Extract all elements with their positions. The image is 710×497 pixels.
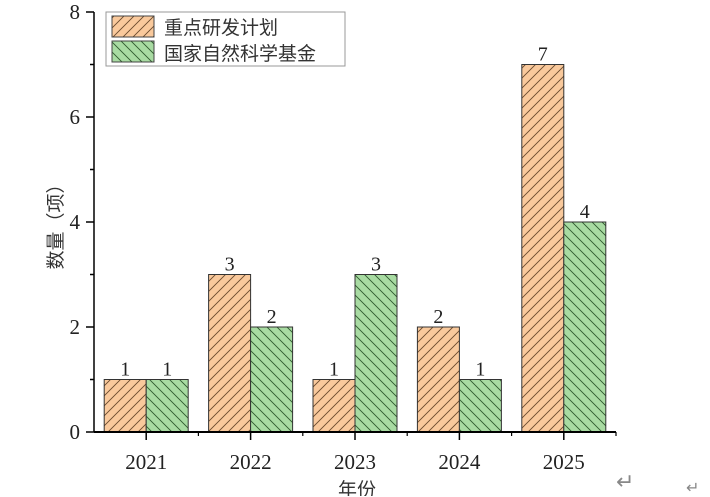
legend-label-key-rd: 重点研发计划 [164,17,278,39]
legend-swatch-nsfc [111,40,155,63]
y-tick-label: 2 [70,315,81,339]
x-tick-label: 2022 [230,450,272,474]
y-tick-label: 8 [70,0,81,24]
bar-2024-nsfc [458,379,502,433]
data-label: 2 [267,306,277,328]
data-label: 4 [580,201,590,223]
y-axis-label: 数量（项） [45,174,67,269]
paragraph-mark: ↵ [686,478,700,497]
x-tick-label: 2023 [334,450,376,474]
data-label: 1 [329,359,339,381]
bar-2021-nsfc [145,379,189,433]
legend-label-nsfc: 国家自然科学基金 [164,43,316,65]
bar-2024-key-rd [416,326,460,433]
x-axis-label: 年份 [338,479,376,496]
bar-2023-key-rd [312,379,356,433]
y-tick-label: 0 [70,420,81,444]
paragraph-mark: ↵ [616,470,635,495]
x-tick-label: 2021 [125,450,167,474]
data-label: 3 [225,254,235,276]
y-tick-label: 4 [70,210,81,234]
data-label: 7 [538,44,548,66]
y-tick-label: 6 [70,105,81,129]
bar-2022-nsfc [250,326,294,433]
data-label: 1 [162,359,172,381]
bar-2022-key-rd [208,274,252,433]
bar-2023-nsfc [354,274,398,433]
data-label: 3 [371,254,381,276]
data-label: 2 [433,306,443,328]
data-label: 1 [120,359,130,381]
data-label: 1 [475,359,485,381]
legend-swatch-key-rd [111,15,155,38]
legend: 重点研发计划 国家自然科学基金 [105,11,346,67]
x-tick-label: 2025 [543,450,585,474]
bar-2025-key-rd [521,64,565,433]
x-tick-label: 2024 [438,450,481,474]
bar-2025-nsfc [563,221,607,433]
bar-2021-key-rd [103,379,147,433]
